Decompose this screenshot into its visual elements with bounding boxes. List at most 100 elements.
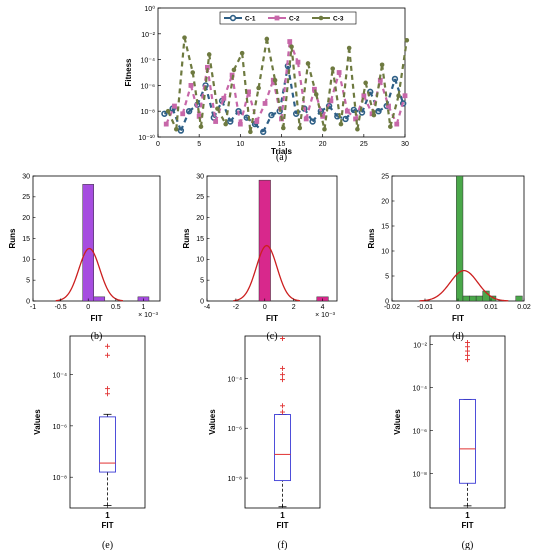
y-tick-label-b: 10: [22, 257, 30, 264]
data-point-c-2: [237, 121, 243, 127]
normal-fit-curve-b: [55, 247, 123, 302]
data-point-c-3: [379, 62, 385, 68]
x-tick-label-c: -4: [204, 304, 210, 311]
x-multiplier-b: × 10⁻³: [138, 312, 159, 319]
data-point-c-1: [325, 102, 333, 110]
data-point-c-3: [256, 85, 261, 91]
y-tick-label-b: 25: [22, 194, 30, 201]
y-tick-label-d: 15: [381, 223, 389, 230]
series-line-c-1: [221, 100, 232, 122]
x-tick-label-d: -0.01: [417, 304, 433, 311]
x-tick-label-a: 5: [197, 141, 201, 148]
histogram-bar: [469, 295, 477, 302]
data-point-c-2: [205, 64, 210, 70]
y-axis-label-e: Values: [33, 409, 42, 435]
caption-b: (b): [91, 331, 103, 342]
data-point-c-1: [260, 128, 267, 136]
x-tick-label-c: 2: [292, 304, 296, 311]
normal-fit-curve-d: [419, 269, 509, 302]
y-tick-label-a: 10⁻⁶: [141, 83, 155, 90]
y-tick-label-b: 30: [22, 173, 30, 180]
y-tick-label-d: 10: [381, 248, 389, 255]
data-point-c-3: [322, 126, 327, 132]
data-point-c-1: [375, 107, 382, 115]
data-point-c-3: [165, 108, 171, 114]
y-tick-label-c: 0: [200, 298, 204, 305]
series-line-c-2: [222, 74, 234, 99]
y-tick-label-a: 10⁻⁴: [141, 58, 156, 65]
x-tick-label-b: 0.5: [111, 304, 121, 311]
x-axis-label-g: FIT: [462, 521, 474, 530]
x-tick-label-d: 0.02: [517, 304, 531, 311]
series-line-c-3: [241, 53, 252, 132]
x-category-label-f: 1: [280, 511, 285, 520]
data-point-c-1: [177, 127, 185, 134]
data-point-c-2: [353, 116, 358, 122]
y-tick-label-d: 5: [385, 273, 389, 280]
data-point-c-3: [173, 126, 179, 132]
box-f: [274, 414, 291, 482]
histogram-bar: [456, 175, 464, 302]
y-tick-label-a: 10⁰: [144, 5, 155, 13]
series-line-c-3: [372, 64, 384, 116]
data-point-c-1: [309, 118, 316, 125]
data-point-c-3: [363, 80, 368, 86]
data-point-c-2: [361, 93, 367, 99]
data-point-c-3: [355, 126, 360, 132]
series-line-c-1: [270, 110, 281, 117]
x-tick-label-a: 10: [236, 141, 244, 148]
data-point-c-2: [254, 119, 260, 124]
series-line-c-2: [231, 74, 242, 125]
data-point-c-3: [182, 35, 187, 40]
y-tick-label-f: 10⁻⁸: [228, 476, 242, 483]
x-tick-label-b: 0: [86, 304, 90, 311]
series-line-c-3: [356, 82, 367, 130]
data-point-c-2: [402, 93, 408, 99]
data-point-c-2: [188, 83, 194, 88]
y-tick-label-e: 10⁻⁴: [53, 373, 68, 380]
data-point-c-3: [248, 129, 253, 135]
series-line-c-2: [305, 88, 316, 120]
data-point-c-1: [268, 111, 275, 119]
caption-a: (a): [276, 152, 287, 163]
y-axis-label-f: Values: [208, 409, 217, 435]
data-point-c-2: [262, 101, 268, 106]
plot-b-frame: [32, 175, 161, 302]
histogram-bar: [93, 296, 106, 302]
series-line-c-1: [179, 110, 191, 131]
series-line-c-1: [320, 105, 330, 113]
caption-d: (d): [452, 331, 464, 342]
x-axis-label-e: FIT: [102, 521, 114, 530]
y-tick-label-c: 10: [196, 257, 204, 264]
series-line-c-2: [338, 72, 349, 112]
series-line-c-2: [395, 95, 407, 125]
plot-f-frame: [244, 335, 321, 509]
series-line-c-2: [296, 62, 308, 120]
x-tick-label-b: 1: [141, 304, 145, 311]
y-tick-label-f: 10⁻⁶: [228, 426, 242, 433]
data-point-c-3: [289, 44, 294, 49]
data-point-c-2: [320, 113, 326, 119]
data-point-c-2: [287, 39, 293, 44]
data-point-c-2: [377, 77, 383, 83]
series-line-c-2: [263, 79, 275, 104]
x-multiplier-c: × 10⁻³: [315, 312, 336, 319]
series-line-c-3: [381, 64, 392, 127]
series-line-c-2: [198, 67, 209, 117]
histogram-bar: [258, 179, 271, 302]
data-point-c-2: [344, 108, 350, 114]
series-line-c-1: [204, 85, 215, 118]
data-point-c-3: [215, 106, 220, 111]
series-line-c-3: [298, 63, 310, 129]
box-e: [99, 416, 116, 473]
x-tick-label-b: -0.5: [55, 304, 67, 311]
data-point-c-3: [305, 61, 311, 66]
x-tick-label-c: 4: [321, 304, 325, 311]
series-line-c-3: [348, 47, 359, 130]
data-point-c-3: [297, 125, 303, 131]
y-tick-label-g: 10⁻²: [413, 343, 427, 350]
data-point-c-2: [213, 119, 219, 124]
data-point-c-1: [358, 109, 366, 116]
y-tick-label-c: 25: [196, 194, 204, 201]
series-line-c-3: [224, 69, 235, 125]
